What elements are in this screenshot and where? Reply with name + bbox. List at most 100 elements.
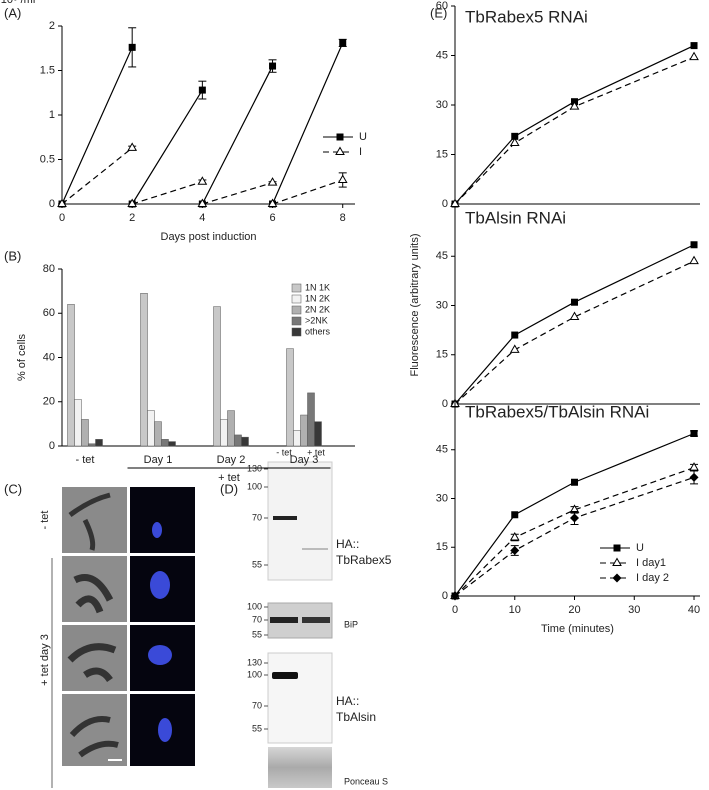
bar <box>241 436 249 447</box>
bar <box>307 392 315 447</box>
legend-label: 1N 2K <box>305 293 330 303</box>
marker <box>689 255 699 265</box>
series-line <box>61 42 344 205</box>
marker <box>689 472 699 482</box>
y-tick-label: 0.5 <box>40 153 55 165</box>
bar <box>88 443 96 447</box>
marker <box>690 430 698 437</box>
bar <box>154 421 162 447</box>
marker <box>127 198 138 207</box>
x-tick-label: 4 <box>199 212 205 224</box>
y-tick-label: 0 <box>442 590 448 602</box>
blot-label: HA:: <box>336 694 359 708</box>
mw-marker: 70 <box>252 512 262 522</box>
blot-label: Ponceau S <box>344 776 388 786</box>
y-tick-label: 30 <box>436 492 448 504</box>
x-tick-label: Day 2 <box>217 454 246 466</box>
y-tick-label: 30 <box>436 99 448 111</box>
bar <box>168 441 176 447</box>
bar <box>81 419 89 447</box>
legend-label: >2NK <box>305 315 328 325</box>
blot-label: HA:: <box>336 537 359 551</box>
marker <box>336 133 344 141</box>
marker <box>571 298 579 306</box>
marker <box>197 198 208 207</box>
bar <box>293 430 301 447</box>
mw-marker: 100 <box>247 669 262 679</box>
x-tick-label: 2 <box>129 212 135 224</box>
series-line <box>454 56 695 205</box>
lane-label: - tet <box>276 447 292 457</box>
marker <box>509 531 520 541</box>
y-tick-label: 40 <box>43 351 55 363</box>
marker <box>569 101 580 110</box>
y-tick-label: 45 <box>436 444 448 456</box>
y-tick-label: 15 <box>436 349 448 361</box>
bar <box>67 304 75 447</box>
blot-label: TbAlsin <box>336 710 376 724</box>
legend-label: U <box>359 131 367 143</box>
marker <box>509 137 520 146</box>
series-line <box>61 147 343 205</box>
marker <box>197 176 208 185</box>
mw-marker: 55 <box>252 629 262 639</box>
legend-swatch <box>291 294 302 304</box>
mw-marker: 100 <box>247 601 262 611</box>
y-axis-label: % of cells <box>16 333 28 381</box>
series-line <box>454 432 695 597</box>
y-axis-label: Cells x 10⁶ /ml <box>0 0 35 6</box>
legend-label: 1N 1K <box>305 282 330 292</box>
lane-label: + tet <box>307 447 325 457</box>
legend-label: 2N 2K <box>305 304 330 314</box>
x-axis-label: Days post induction <box>161 231 257 243</box>
x-tick-label: 10 <box>509 604 521 616</box>
y-tick-label: 2 <box>49 20 55 32</box>
marker <box>267 198 278 207</box>
blot-label: TbRabex5 <box>336 553 392 567</box>
y-tick-label: 15 <box>436 541 448 553</box>
y-tick-label: 0 <box>49 198 55 210</box>
mw-marker: 55 <box>252 559 262 569</box>
marker <box>128 43 136 51</box>
chart-title: TbRabex5/TbAlsin RNAi <box>465 402 649 421</box>
x-tick-label: Day 1 <box>144 454 173 466</box>
y-tick-label: 0 <box>442 398 448 410</box>
series-line <box>454 260 695 405</box>
x-tick-label: 40 <box>688 604 700 616</box>
y-tick-label: 1 <box>49 109 55 121</box>
x-tick-label: Day 3 <box>290 454 319 466</box>
marker <box>569 311 580 320</box>
x-tick-label: 6 <box>269 212 275 224</box>
mw-marker: 100 <box>247 481 262 491</box>
bar <box>227 410 235 447</box>
series-line <box>454 244 695 405</box>
mw-marker: 55 <box>252 723 262 733</box>
y-tick-label: 1.5 <box>40 64 55 76</box>
panel-label: (E) <box>430 5 447 20</box>
panel-label: (B) <box>4 248 21 263</box>
marker <box>267 177 278 186</box>
marker <box>57 198 67 207</box>
legend-label: others <box>305 326 331 336</box>
legend-swatch <box>291 327 302 337</box>
bar <box>161 439 169 447</box>
marker <box>335 146 345 155</box>
marker <box>450 591 460 601</box>
marker <box>509 344 520 353</box>
row-label: + tet day 3 <box>39 634 51 686</box>
chart-title: TbAlsin RNAi <box>465 208 566 227</box>
marker <box>269 62 277 70</box>
x-tick-label: - tet <box>76 454 95 466</box>
y-tick-label: 45 <box>436 49 448 61</box>
marker <box>337 174 348 183</box>
bar <box>140 293 148 447</box>
bar <box>314 421 322 447</box>
bar <box>74 399 82 447</box>
x-tick-label: 30 <box>628 604 640 616</box>
chart-title: TbRabex5 RNAi <box>465 7 588 26</box>
y-tick-label: 45 <box>436 250 448 262</box>
marker <box>511 331 519 339</box>
legend-swatch <box>291 316 302 326</box>
legend-swatch <box>291 305 302 315</box>
